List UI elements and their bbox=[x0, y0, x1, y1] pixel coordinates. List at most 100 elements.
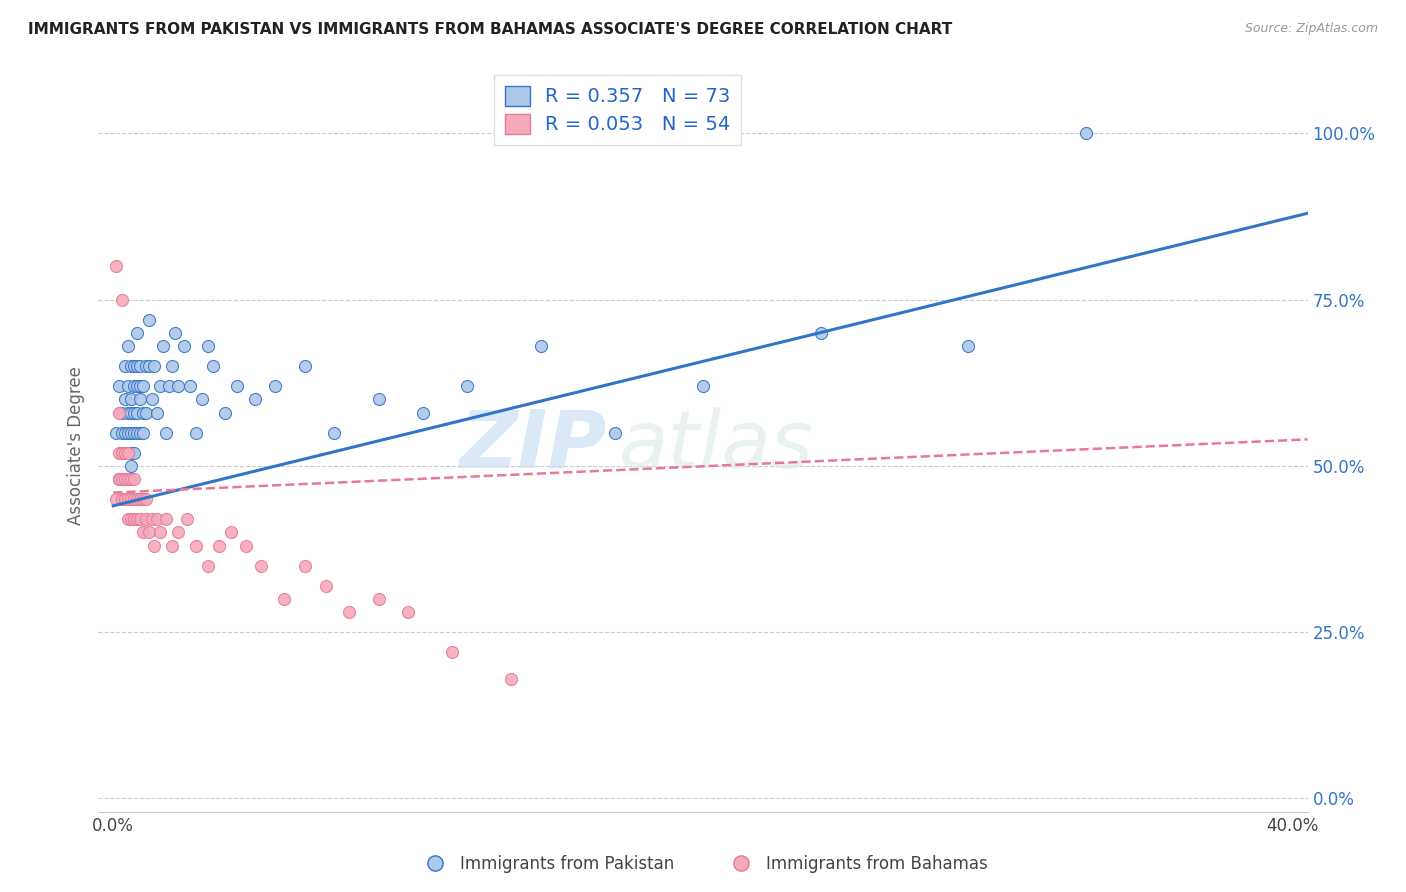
Point bbox=[120, 406, 142, 420]
Point bbox=[111, 406, 134, 420]
Point bbox=[131, 425, 153, 440]
Point bbox=[117, 339, 139, 353]
Point bbox=[125, 512, 148, 526]
Point bbox=[152, 339, 174, 353]
Point bbox=[184, 425, 207, 440]
Point bbox=[122, 512, 145, 526]
Point bbox=[131, 379, 153, 393]
Point bbox=[108, 472, 131, 486]
Point bbox=[122, 359, 145, 374]
Point bbox=[108, 406, 131, 420]
Point bbox=[108, 472, 131, 486]
Point bbox=[337, 605, 360, 619]
Point bbox=[165, 326, 187, 340]
Text: IMMIGRANTS FROM PAKISTAN VS IMMIGRANTS FROM BAHAMAS ASSOCIATE'S DEGREE CORRELATI: IMMIGRANTS FROM PAKISTAN VS IMMIGRANTS F… bbox=[28, 22, 952, 37]
Point bbox=[273, 591, 295, 606]
Y-axis label: Associate's Degree: Associate's Degree bbox=[66, 367, 84, 525]
Point bbox=[197, 339, 219, 353]
Point bbox=[117, 425, 139, 440]
Legend: Immigrants from Pakistan, Immigrants from Bahamas: Immigrants from Pakistan, Immigrants fro… bbox=[412, 848, 994, 880]
Point bbox=[135, 359, 157, 374]
Point bbox=[367, 392, 389, 407]
Point bbox=[114, 472, 136, 486]
Point bbox=[603, 425, 626, 440]
Point bbox=[120, 425, 142, 440]
Point bbox=[128, 492, 150, 507]
Point bbox=[122, 472, 145, 486]
Point bbox=[367, 591, 389, 606]
Point bbox=[155, 512, 177, 526]
Point bbox=[128, 359, 150, 374]
Text: atlas: atlas bbox=[619, 407, 813, 485]
Point bbox=[108, 379, 131, 393]
Point bbox=[167, 379, 190, 393]
Point bbox=[111, 445, 134, 459]
Point bbox=[105, 260, 128, 274]
Point bbox=[957, 339, 980, 353]
Point bbox=[131, 406, 153, 420]
Point bbox=[135, 512, 157, 526]
Point bbox=[111, 425, 134, 440]
Point bbox=[114, 425, 136, 440]
Point bbox=[190, 392, 212, 407]
Point bbox=[226, 379, 249, 393]
Point bbox=[1076, 127, 1098, 141]
Point bbox=[117, 379, 139, 393]
Point bbox=[105, 425, 128, 440]
Point bbox=[176, 512, 198, 526]
Point bbox=[128, 379, 150, 393]
Point bbox=[122, 492, 145, 507]
Point bbox=[157, 379, 180, 393]
Point bbox=[120, 472, 142, 486]
Point bbox=[111, 472, 134, 486]
Point bbox=[208, 539, 231, 553]
Point bbox=[120, 445, 142, 459]
Point bbox=[131, 525, 153, 540]
Point bbox=[146, 512, 169, 526]
Point bbox=[396, 605, 419, 619]
Point bbox=[143, 539, 166, 553]
Point bbox=[135, 492, 157, 507]
Point bbox=[111, 293, 134, 307]
Point bbox=[125, 326, 148, 340]
Point bbox=[141, 512, 163, 526]
Point bbox=[128, 392, 150, 407]
Point bbox=[125, 359, 148, 374]
Point bbox=[810, 326, 832, 340]
Point bbox=[122, 425, 145, 440]
Point bbox=[114, 392, 136, 407]
Point bbox=[412, 406, 434, 420]
Point bbox=[105, 492, 128, 507]
Point bbox=[117, 406, 139, 420]
Point bbox=[146, 406, 169, 420]
Point bbox=[141, 392, 163, 407]
Point bbox=[323, 425, 346, 440]
Point bbox=[120, 392, 142, 407]
Point bbox=[149, 525, 172, 540]
Point bbox=[114, 445, 136, 459]
Point bbox=[184, 539, 207, 553]
Text: Source: ZipAtlas.com: Source: ZipAtlas.com bbox=[1244, 22, 1378, 36]
Point bbox=[120, 512, 142, 526]
Point bbox=[122, 445, 145, 459]
Text: ZIP: ZIP bbox=[458, 407, 606, 485]
Point bbox=[114, 359, 136, 374]
Point bbox=[173, 339, 195, 353]
Point bbox=[138, 525, 160, 540]
Point bbox=[135, 406, 157, 420]
Point bbox=[530, 339, 553, 353]
Point bbox=[117, 445, 139, 459]
Point bbox=[125, 425, 148, 440]
Point bbox=[131, 492, 153, 507]
Point bbox=[111, 445, 134, 459]
Point bbox=[108, 445, 131, 459]
Point bbox=[160, 539, 183, 553]
Point bbox=[202, 359, 225, 374]
Point bbox=[114, 492, 136, 507]
Point bbox=[692, 379, 714, 393]
Point bbox=[122, 406, 145, 420]
Point bbox=[243, 392, 266, 407]
Point bbox=[179, 379, 201, 393]
Point bbox=[441, 645, 464, 659]
Point bbox=[117, 445, 139, 459]
